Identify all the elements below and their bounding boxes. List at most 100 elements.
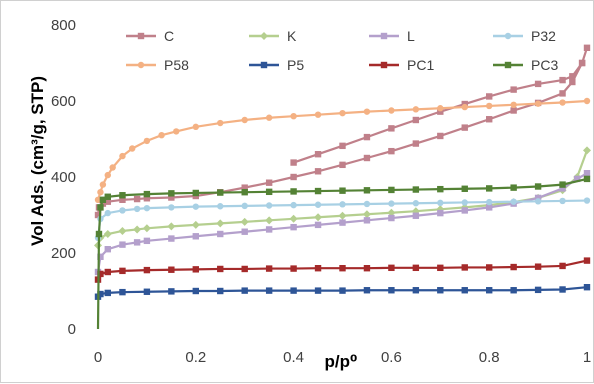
data-point — [192, 233, 199, 240]
data-point — [290, 173, 297, 181]
data-point — [363, 200, 371, 208]
data-point — [290, 287, 297, 294]
data-point — [388, 200, 395, 207]
data-point — [363, 265, 371, 272]
y-axis-title: Vol Ads. (cm³/g, STP) — [28, 76, 47, 246]
data-point — [290, 113, 297, 120]
legend-item-c: C — [126, 28, 174, 44]
data-point — [559, 197, 566, 205]
legend-swatch-marker — [504, 61, 512, 69]
data-point — [339, 201, 346, 208]
legend-swatch-marker — [380, 32, 388, 40]
data-point — [143, 190, 151, 198]
data-point — [104, 268, 111, 276]
data-point — [486, 102, 493, 110]
data-point — [339, 161, 346, 169]
data-point — [241, 184, 248, 191]
data-point — [412, 116, 420, 124]
data-point — [534, 100, 542, 107]
legend-swatch-marker — [380, 61, 388, 69]
legend-item-l: L — [369, 28, 415, 44]
data-point — [583, 146, 591, 155]
data-point — [173, 128, 180, 135]
data-point — [143, 137, 151, 145]
legend-item-p32: P32 — [493, 28, 556, 44]
data-point — [290, 223, 297, 231]
data-point — [119, 207, 126, 214]
legend-item-pc1: PC1 — [369, 57, 434, 73]
data-point — [461, 124, 468, 131]
x-axis-title: p/p⁰ — [325, 352, 358, 371]
data-point — [486, 287, 493, 294]
legend-swatch-marker — [504, 32, 512, 40]
data-point — [143, 237, 151, 245]
legend-swatch-marker — [260, 32, 268, 40]
data-point — [104, 193, 111, 200]
data-point — [583, 197, 591, 204]
data-point — [143, 195, 151, 202]
data-point — [241, 202, 248, 210]
data-point — [168, 190, 175, 197]
data-point — [104, 246, 111, 253]
data-point — [486, 204, 493, 211]
data-point — [217, 287, 224, 295]
data-point — [265, 179, 273, 186]
data-point — [583, 170, 591, 177]
data-point — [314, 201, 322, 208]
legend-label: PC1 — [407, 57, 434, 73]
data-point — [388, 107, 395, 114]
data-point — [437, 132, 444, 140]
data-point — [486, 185, 493, 192]
data-point — [461, 207, 468, 214]
data-point — [437, 105, 444, 112]
data-point — [437, 287, 444, 294]
data-point — [168, 266, 175, 273]
data-point — [192, 266, 199, 273]
data-point — [559, 90, 566, 97]
data-point — [103, 230, 112, 238]
data-point — [104, 289, 111, 297]
legend-swatch-marker — [137, 32, 145, 40]
data-point — [142, 224, 151, 233]
data-point — [167, 222, 176, 231]
data-point — [241, 228, 248, 235]
data-point — [265, 226, 273, 233]
data-point — [362, 210, 371, 219]
data-point — [534, 198, 542, 205]
data-point — [314, 168, 322, 175]
data-point — [99, 181, 107, 188]
data-point — [217, 265, 224, 273]
data-point — [168, 288, 175, 295]
data-point — [240, 217, 249, 226]
data-point — [265, 216, 274, 225]
data-point — [412, 106, 420, 113]
legend-label: C — [164, 28, 174, 44]
data-point — [338, 211, 347, 220]
data-point — [217, 203, 224, 210]
data-point — [133, 205, 141, 213]
data-point — [363, 187, 371, 194]
legend-label: K — [287, 28, 297, 44]
x-tick-label: 0.8 — [479, 349, 500, 366]
data-point — [559, 181, 566, 188]
data-point — [363, 133, 371, 141]
data-point — [265, 188, 273, 196]
legend-label: P58 — [164, 57, 189, 73]
data-point — [133, 195, 141, 203]
data-point — [437, 108, 444, 115]
data-point — [118, 226, 127, 235]
data-point — [339, 219, 346, 226]
data-point — [412, 186, 420, 193]
data-point — [290, 201, 297, 209]
data-point — [569, 73, 576, 80]
data-point — [461, 185, 468, 192]
data-point — [559, 262, 566, 270]
x-tick-label: 1 — [583, 349, 591, 366]
data-point — [119, 288, 126, 296]
data-point — [559, 286, 566, 293]
data-point — [119, 196, 126, 203]
data-point — [569, 78, 576, 86]
data-point — [290, 159, 297, 166]
data-point — [265, 114, 273, 121]
